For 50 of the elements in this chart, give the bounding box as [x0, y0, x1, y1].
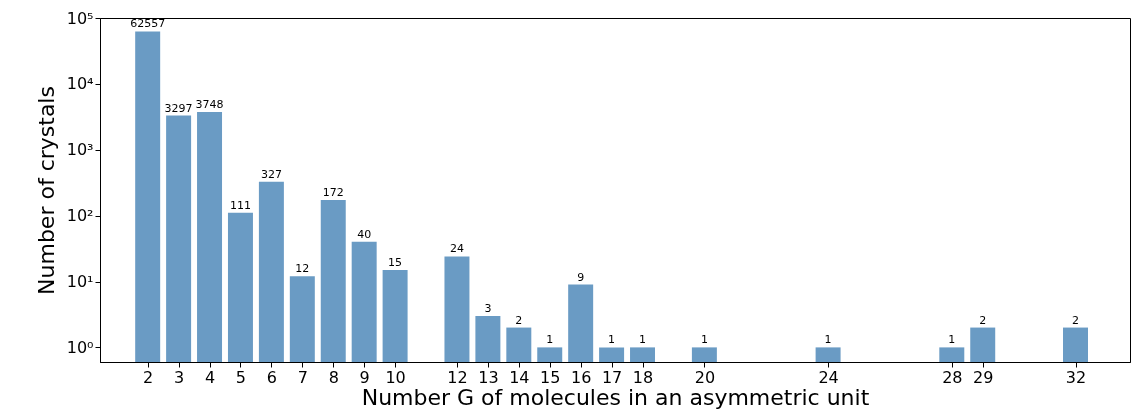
x-tick-label: 7: [297, 367, 308, 387]
data-label: 3297: [164, 101, 193, 115]
x-tick-label: 3: [174, 367, 185, 387]
data-label: 1: [546, 333, 554, 347]
x-tick-label: 9: [359, 367, 370, 387]
x-tick-label: 12: [447, 367, 468, 387]
x-tick-label: 16: [570, 367, 592, 387]
data-label: 1: [824, 333, 832, 347]
data-label: 40: [357, 227, 372, 241]
data-label: 2: [1072, 313, 1080, 327]
data-label: 15: [388, 255, 403, 269]
data-label: 62557: [130, 17, 166, 31]
x-tick-label: 5: [235, 367, 247, 387]
y-tick-label: 10¹: [66, 272, 94, 292]
y-tick-label: 10⁴: [66, 74, 94, 94]
data-label: 327: [260, 167, 282, 181]
data-label: 12: [295, 262, 310, 276]
x-tick-label: 18: [632, 367, 654, 387]
x-axis-title: Number G of molecules in an asymmetric unit: [361, 384, 870, 410]
x-tick-label: 13: [478, 367, 499, 387]
y-tick-label: 10⁰: [66, 337, 94, 357]
x-tick-label: 2: [143, 367, 154, 387]
x-tick-label: 15: [540, 367, 561, 387]
data-label: 172: [322, 186, 344, 200]
x-tick-label: 32: [1065, 367, 1087, 387]
x-tick-label: 8: [328, 367, 339, 387]
y-tick-label: 10³: [66, 140, 94, 160]
data-label: 111: [229, 198, 251, 212]
data-label: 1: [608, 333, 616, 347]
x-tick-label: 29: [973, 367, 994, 387]
data-label: 2: [515, 313, 523, 327]
x-tick-label: 6: [266, 367, 277, 387]
data-label: 9: [577, 270, 585, 284]
data-label: 1: [639, 333, 647, 347]
data-label: 3: [484, 301, 492, 315]
x-tick-label: 4: [204, 367, 216, 387]
x-tick-label: 20: [694, 367, 716, 387]
data-label: 1: [948, 333, 956, 347]
x-tick-label: 17: [601, 367, 623, 387]
data-label: 24: [449, 242, 464, 256]
y-axis-title: Number of crystals: [33, 86, 59, 295]
y-tick-label: 10²: [66, 206, 94, 226]
x-tick-label: 10: [385, 367, 406, 387]
x-tick-label: 28: [942, 367, 963, 387]
data-label: 2: [979, 313, 987, 327]
x-tick-label: 24: [818, 367, 839, 387]
data-label: 1: [700, 333, 708, 347]
data-label: 3748: [195, 97, 224, 111]
x-tick-label: 14: [509, 367, 530, 387]
y-tick-label: 10⁵: [66, 8, 94, 28]
